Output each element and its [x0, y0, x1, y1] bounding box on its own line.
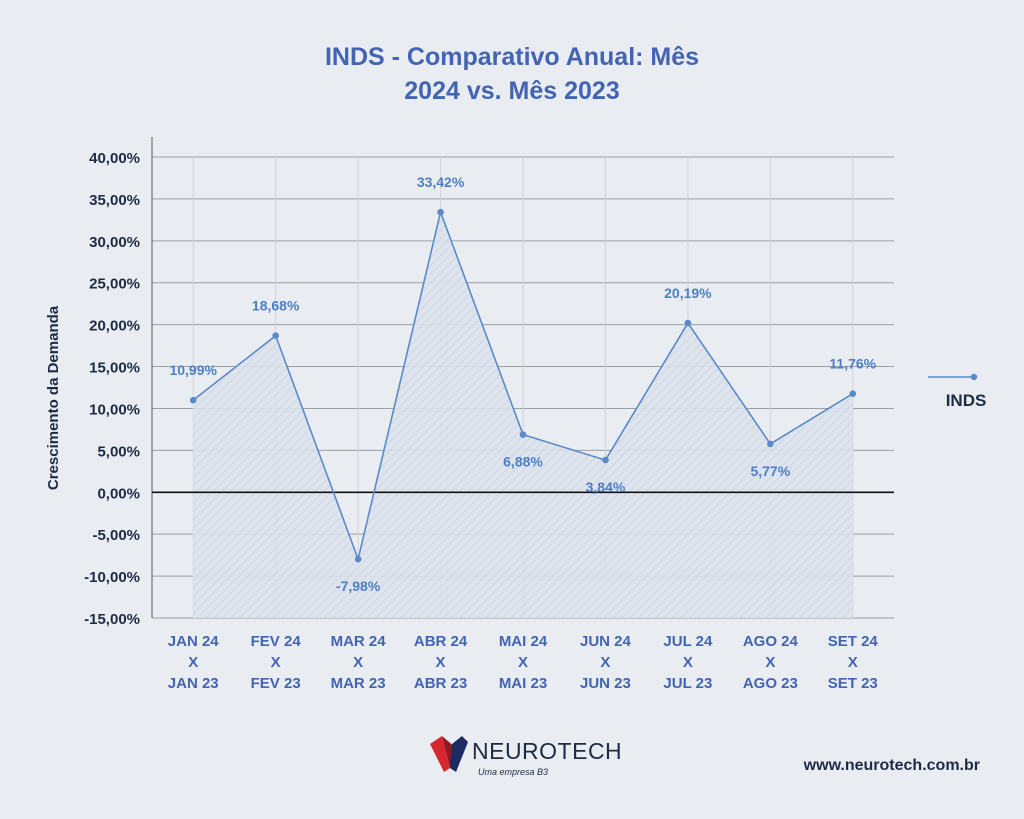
x-tick-label: X	[600, 654, 610, 671]
x-tick-label: JUN 23	[580, 675, 631, 692]
data-point	[602, 456, 609, 464]
data-point	[767, 440, 774, 448]
data-point	[684, 319, 692, 327]
x-tick-label: X	[353, 654, 363, 671]
x-tick-label: SET 23	[828, 675, 878, 692]
neurotech-logo-icon	[430, 736, 468, 772]
x-tick-label: X	[188, 654, 198, 671]
x-tick-label: FEV 24	[251, 633, 302, 650]
data-label: 11,76%	[829, 356, 876, 372]
data-label: -7,98%	[336, 578, 381, 594]
y-tick-label: 30,00%	[89, 234, 140, 251]
logo-tagline: Uma empresa B3	[478, 767, 549, 777]
data-labels: 10,99% 18,68% -7,98% 33,42% 6,88% 3,84% 20,19%…	[169, 174, 876, 594]
series-line-layer	[189, 208, 857, 563]
y-tick-label: 35,00%	[89, 192, 140, 209]
x-tick-label: JUN 24	[580, 633, 632, 650]
y-tick-label: 5,00%	[97, 443, 140, 460]
data-point	[519, 431, 527, 438]
data-label: 33,42%	[417, 174, 465, 190]
x-tick-label: X	[271, 654, 281, 671]
data-label: 20,19%	[664, 285, 712, 301]
y-tick-label: 10,00%	[89, 401, 140, 418]
data-label: 5,77%	[750, 463, 790, 479]
data-point	[437, 208, 444, 216]
data-label: 18,68%	[252, 298, 300, 314]
logo-name: NEUROTECH	[472, 738, 623, 764]
x-tick-label: AGO 24	[743, 633, 799, 650]
brand-logo: NEUROTECH Uma empresa B3	[428, 730, 628, 780]
data-label: 10,99%	[169, 362, 217, 378]
y-tick-label: -5,00%	[92, 527, 140, 544]
x-tick-label: JUL 23	[663, 675, 712, 692]
legend-point-marker	[970, 373, 978, 381]
x-tick-label: X	[436, 654, 446, 671]
area-fill	[193, 212, 853, 619]
website-url: www.neurotech.com.br	[803, 757, 980, 774]
series-area	[193, 212, 853, 619]
y-tick-label: 25,00%	[89, 276, 140, 293]
y-tick-label: 15,00%	[89, 360, 140, 377]
x-tick-label: ABR 24	[414, 633, 468, 650]
x-tick-label: ABR 23	[414, 675, 467, 692]
x-tick-label: AGO 23	[743, 675, 798, 692]
chart-title-line-1: INDS - Comparativo Anual: Mês	[324, 43, 700, 71]
x-tick-label: X	[683, 654, 693, 671]
data-point	[849, 390, 857, 398]
x-tick-label: JAN 24	[168, 633, 220, 650]
x-tick-label: MAI 24	[499, 633, 548, 650]
x-tick-label: MAR 23	[331, 675, 386, 692]
y-axis-label: Crescimento da Demanda	[45, 305, 62, 490]
x-tick-label: X	[518, 654, 528, 671]
x-tick-label: MAI 23	[499, 675, 547, 692]
y-tick-label: 40,00%	[89, 150, 140, 167]
y-tick-label: -10,00%	[84, 569, 140, 586]
data-label: 6,88%	[503, 454, 543, 470]
legend: INDS	[928, 373, 987, 410]
x-tick-label: JUL 24	[663, 633, 713, 650]
data-point	[272, 332, 279, 340]
data-label: 3,84%	[586, 479, 626, 495]
data-point	[189, 396, 197, 404]
axes: 40,00% 35,00% 30,00% 25,00% 20,00% 15,00% 10,0…	[84, 137, 894, 692]
x-tick-label: MAR 24	[331, 633, 387, 650]
y-tick-label: 20,00%	[89, 318, 140, 335]
data-point	[354, 555, 362, 563]
chart-title-line-2: 2024 vs. Mês 2023	[404, 77, 620, 105]
chart-title: INDS - Comparativo Anual: Mês 2024 vs. M…	[0, 40, 1024, 108]
x-tick-label: JAN 23	[168, 675, 219, 692]
x-tick-label: X	[765, 654, 775, 671]
y-tick-label: -15,00%	[84, 611, 140, 628]
x-tick-label: SET 24	[828, 633, 879, 650]
x-tick-label: X	[848, 654, 858, 671]
x-tick-label: FEV 23	[251, 675, 301, 692]
legend-label: INDS	[946, 391, 987, 410]
y-tick-label: 0,00%	[97, 485, 140, 502]
